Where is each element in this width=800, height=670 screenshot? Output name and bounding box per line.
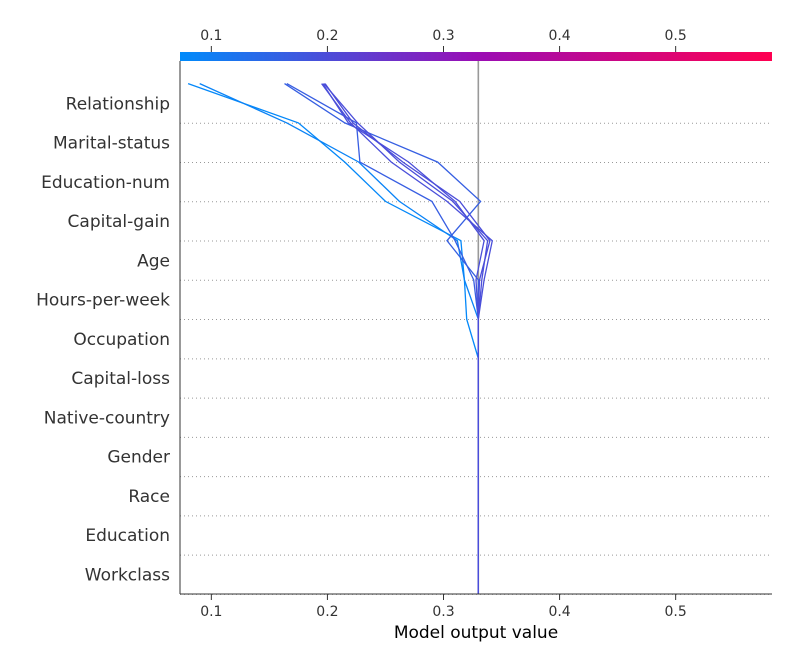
decision-line: [199, 83, 479, 594]
feature-label: Age: [137, 251, 170, 271]
feature-labels: Relationship Marital-status Education-num C…: [36, 94, 170, 585]
bottom-axis-ticks: 0.1 0.2 0.3 0.4 0.5: [200, 594, 687, 620]
feature-label: Capital-loss: [71, 369, 170, 389]
feature-label: Relationship: [66, 94, 170, 114]
feature-label: Education: [85, 526, 170, 546]
top-tick-label: 0.3: [432, 28, 454, 44]
decision-line: [322, 83, 485, 594]
top-tick-label: 0.2: [316, 28, 338, 44]
decision-line: [324, 83, 491, 594]
colorbar: [180, 52, 772, 61]
bottom-tick-label: 0.5: [665, 604, 687, 620]
feature-label: Hours-per-week: [36, 291, 170, 311]
feature-label: Workclass: [85, 565, 170, 585]
feature-label: Native-country: [44, 408, 170, 428]
feature-label: Marital-status: [53, 134, 170, 154]
x-axis-title: Model output value: [394, 623, 558, 643]
bottom-tick-label: 0.1: [200, 604, 222, 620]
feature-label: Gender: [107, 448, 170, 468]
top-axis-ticks: 0.1 0.2 0.3 0.4 0.5: [200, 28, 687, 52]
top-tick-label: 0.5: [665, 28, 687, 44]
feature-label: Education-num: [41, 173, 170, 193]
decision-line: [321, 83, 494, 594]
bottom-tick-label: 0.2: [316, 604, 338, 620]
feature-label: Occupation: [73, 330, 170, 350]
feature-label: Race: [128, 487, 170, 507]
bottom-tick-label: 0.3: [432, 604, 454, 620]
decision-line: [286, 83, 479, 594]
feature-gridlines: [180, 122, 772, 595]
decision-line: [284, 83, 482, 594]
feature-label: Capital-gain: [68, 212, 170, 232]
top-tick-label: 0.4: [548, 28, 570, 44]
bottom-tick-label: 0.4: [548, 604, 570, 620]
top-tick-label: 0.1: [200, 28, 222, 44]
decision-lines: [187, 82, 494, 594]
